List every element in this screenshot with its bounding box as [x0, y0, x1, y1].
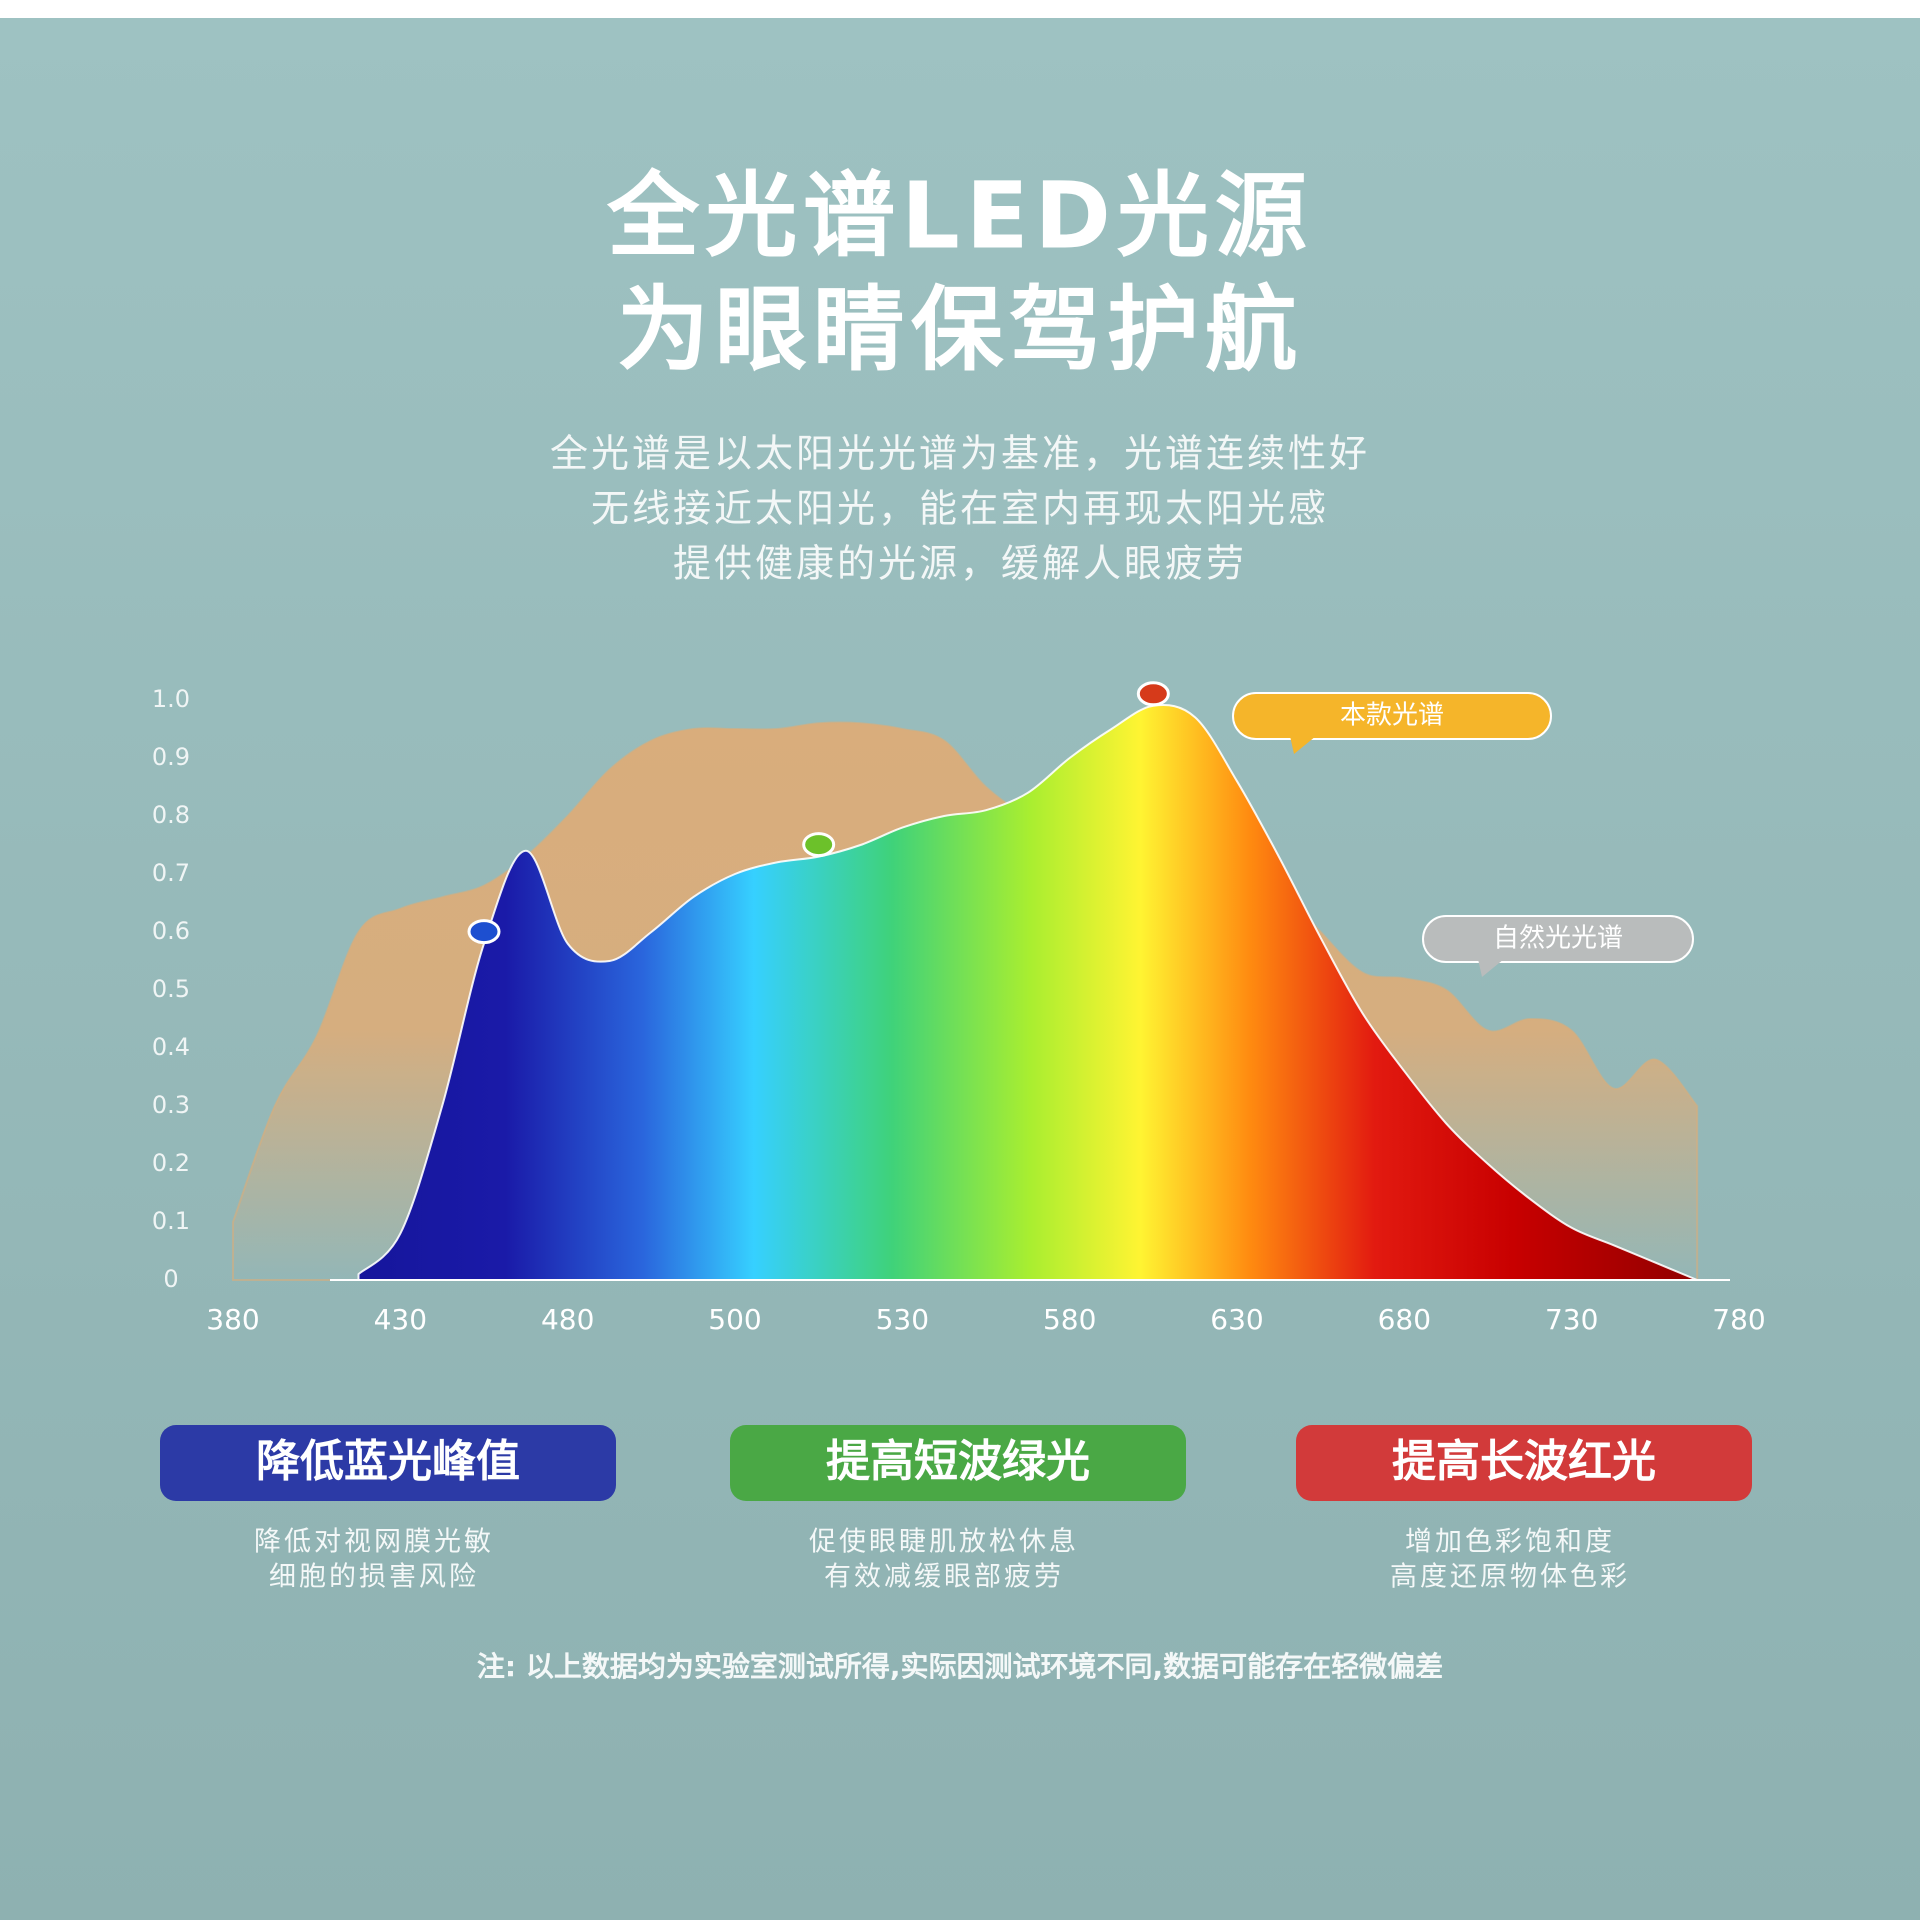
feature-text: 有效减缓眼部疲劳: [824, 1562, 1064, 1593]
feature-badge: [1296, 1425, 1752, 1501]
legend-label: 本款光谱: [1340, 701, 1444, 731]
callout-tail: [1478, 959, 1504, 977]
callout-tail: [1290, 736, 1316, 754]
feature-title: 降低蓝光峰值: [256, 1436, 520, 1487]
feature-text: 促使眼睫肌放松休息: [809, 1527, 1079, 1558]
title-line: 全光谱LED光源: [606, 162, 1313, 269]
y-tick-label: 0.7: [152, 859, 190, 887]
footnote: 注: 以上数据均为实验室测试所得,实际因测试环境不同,数据可能存在轻微偏差: [477, 1650, 1443, 1683]
x-tick-label: 680: [1378, 1303, 1431, 1336]
y-tick-label: 0: [163, 1265, 178, 1293]
x-tick-label: 530: [876, 1303, 929, 1336]
y-tick-label: 0.8: [152, 801, 190, 829]
x-tick-label: 380: [206, 1303, 259, 1336]
x-tick-label: 780: [1712, 1303, 1765, 1336]
x-tick-label: 730: [1545, 1303, 1598, 1336]
x-tick-label: 430: [374, 1303, 427, 1336]
x-tick-label: 480: [541, 1303, 594, 1336]
feature-text: 降低对视网膜光敏: [254, 1527, 494, 1558]
legend-label: 自然光光谱: [1493, 924, 1623, 954]
callout: 本款光谱: [1232, 692, 1552, 754]
callout-bubble: [1232, 692, 1552, 740]
highlight-dot: [1136, 681, 1170, 707]
highlight-dot: [802, 832, 836, 858]
y-tick-label: 1.0: [152, 685, 190, 713]
y-tick-label: 0.9: [152, 743, 190, 771]
callout: 自然光光谱: [1422, 915, 1694, 977]
feature-text: 增加色彩饱和度: [1405, 1527, 1615, 1558]
feature-text: 细胞的损害风险: [269, 1562, 479, 1593]
y-tick-label: 0.4: [152, 1033, 190, 1061]
y-tick-label: 0.2: [152, 1149, 190, 1177]
subtitle-line: 无线接近太阳光，能在室内再现太阳光感: [591, 487, 1329, 531]
feature-badge: [730, 1425, 1186, 1501]
y-tick-label: 0.1: [152, 1207, 190, 1235]
x-tick-label: 500: [708, 1303, 761, 1336]
top-strip: [0, 0, 1920, 18]
highlight-dot: [467, 919, 501, 945]
x-tick-label: 580: [1043, 1303, 1096, 1336]
feature-title: 提高短波绿光: [826, 1436, 1090, 1487]
series-area: [357, 704, 1698, 1281]
feature-badge: [160, 1425, 616, 1501]
y-tick-label: 0.6: [152, 917, 190, 945]
subtitle-line: 全光谱是以太阳光光谱为基准，光谱连续性好: [550, 432, 1370, 476]
x-tick-label: 630: [1210, 1303, 1263, 1336]
subtitle-line: 提供健康的光源，缓解人眼疲劳: [673, 542, 1247, 586]
feature-text: 高度还原物体色彩: [1390, 1562, 1630, 1593]
title-line: 为眼睛保驾护航: [617, 276, 1303, 383]
callout-bubble: [1422, 915, 1694, 963]
y-tick-label: 0.5: [152, 975, 190, 1003]
y-tick-label: 0.3: [152, 1091, 190, 1119]
feature-title: 提高长波红光: [1392, 1436, 1656, 1487]
